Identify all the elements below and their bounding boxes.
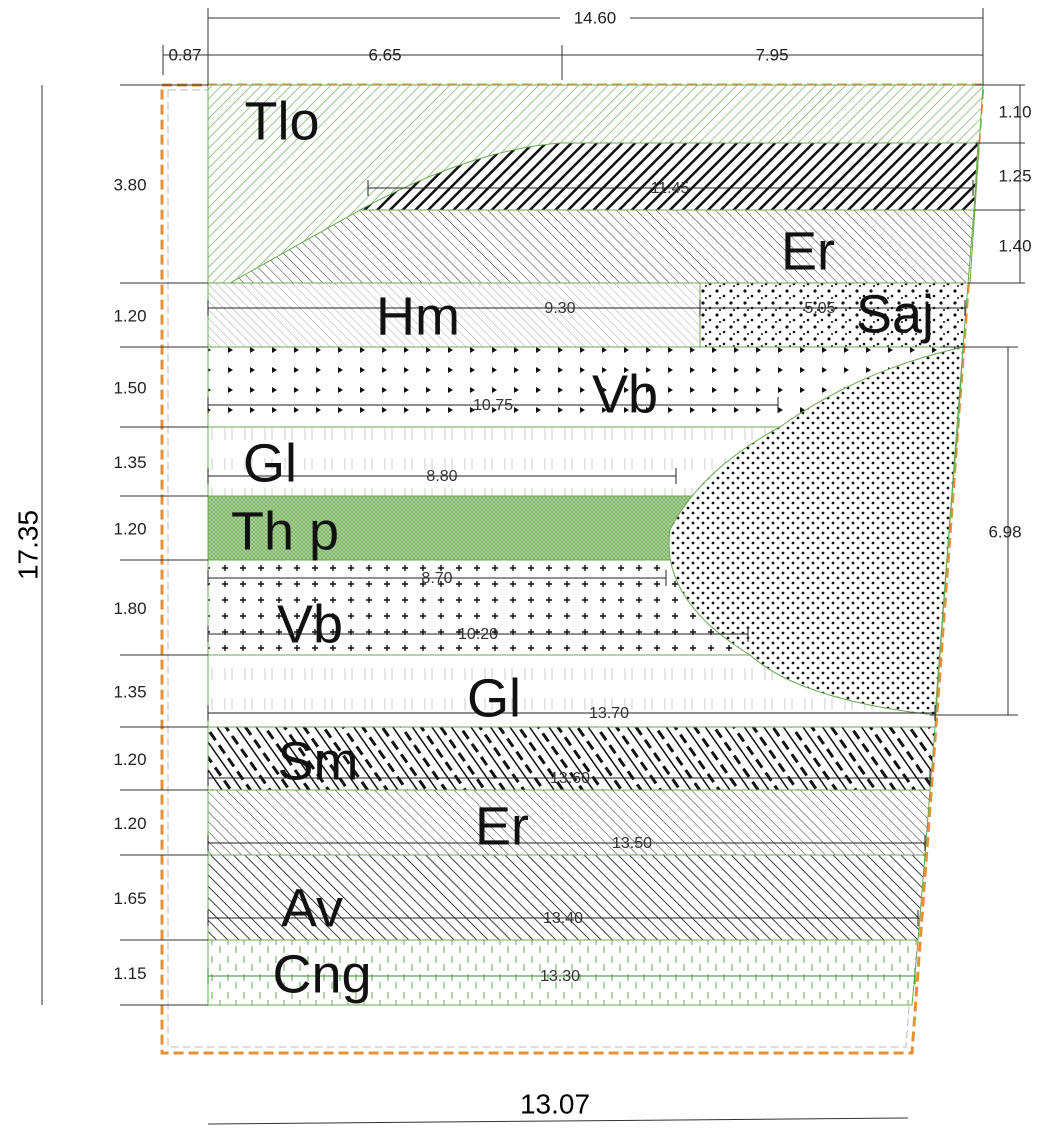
layer-height: 1.80 (113, 599, 146, 618)
layer-label: Tlo (244, 91, 319, 151)
dim-base: 13.07 (520, 1088, 590, 1119)
right-height: 1.40 (998, 236, 1031, 255)
layer-width: 5.05 (804, 300, 835, 317)
layer-width: 13.30 (540, 968, 580, 985)
layer-label: Sm (278, 731, 359, 791)
layer-width: 13.50 (612, 835, 652, 852)
dim-left: 6.65 (368, 45, 401, 64)
layer-height: 1.35 (113, 682, 146, 701)
layer-width: 8.80 (426, 468, 457, 485)
right-height: 1.25 (998, 166, 1031, 185)
layer-height: 1.65 (113, 889, 146, 908)
layer-width: 13.40 (543, 910, 583, 927)
dim-line (207, 1117, 909, 1125)
layer-er2 (207, 789, 931, 856)
layer-label: Vb (592, 364, 658, 424)
layer-label: Av (281, 878, 343, 938)
dim-total: 14.60 (574, 8, 617, 27)
layer-label: Cng (272, 944, 371, 1004)
layer-height: 1.20 (113, 814, 146, 833)
layer-label: Hm (376, 286, 460, 346)
dim-height-total: 17.35 (12, 510, 43, 580)
lens-dots (668, 346, 964, 716)
layer-label: Vb (277, 594, 343, 654)
top-dimension-lines (162, 8, 984, 85)
layer-label: Gl (243, 433, 297, 493)
right-height: 1.10 (998, 102, 1031, 121)
layer-height: 1.20 (113, 750, 146, 769)
layer-er (228, 209, 975, 284)
right-dimension-lines (930, 84, 1025, 716)
outline-inner (167, 89, 978, 1048)
layer-label: Saj (856, 284, 934, 344)
layer-height: 1.50 (113, 378, 146, 397)
layer-height: 1.20 (113, 306, 146, 325)
layer-width: 13.70 (589, 705, 629, 722)
layer-width: 9.30 (544, 300, 575, 317)
layer-width: 10.20 (458, 626, 498, 643)
layer-label: Th p (231, 501, 339, 561)
layer-label: Er (781, 221, 835, 281)
dynamic: 3.80 1.20 1.50 1.35 1.20 1.80 1.35 1.20 1.20 1.65… (113, 84, 974, 1006)
layer-height: 1.35 (113, 453, 146, 472)
layer-label: Er (475, 796, 529, 856)
right-total: 6.98 (988, 522, 1021, 541)
layer-label: Gl (467, 668, 521, 728)
layer-width: 8.70 (421, 570, 452, 587)
dim-right: 7.95 (755, 45, 788, 64)
layer-height: 1.20 (113, 519, 146, 538)
layer-width: 11.45 (651, 180, 690, 197)
layers (207, 84, 984, 1006)
layer-height: 3.80 (113, 175, 146, 194)
layer-height: 1.15 (113, 964, 146, 983)
dim-offset: 0.87 (168, 45, 201, 64)
layer-width: 13.60 (550, 770, 590, 787)
layer-width: 10.75 (473, 397, 513, 414)
